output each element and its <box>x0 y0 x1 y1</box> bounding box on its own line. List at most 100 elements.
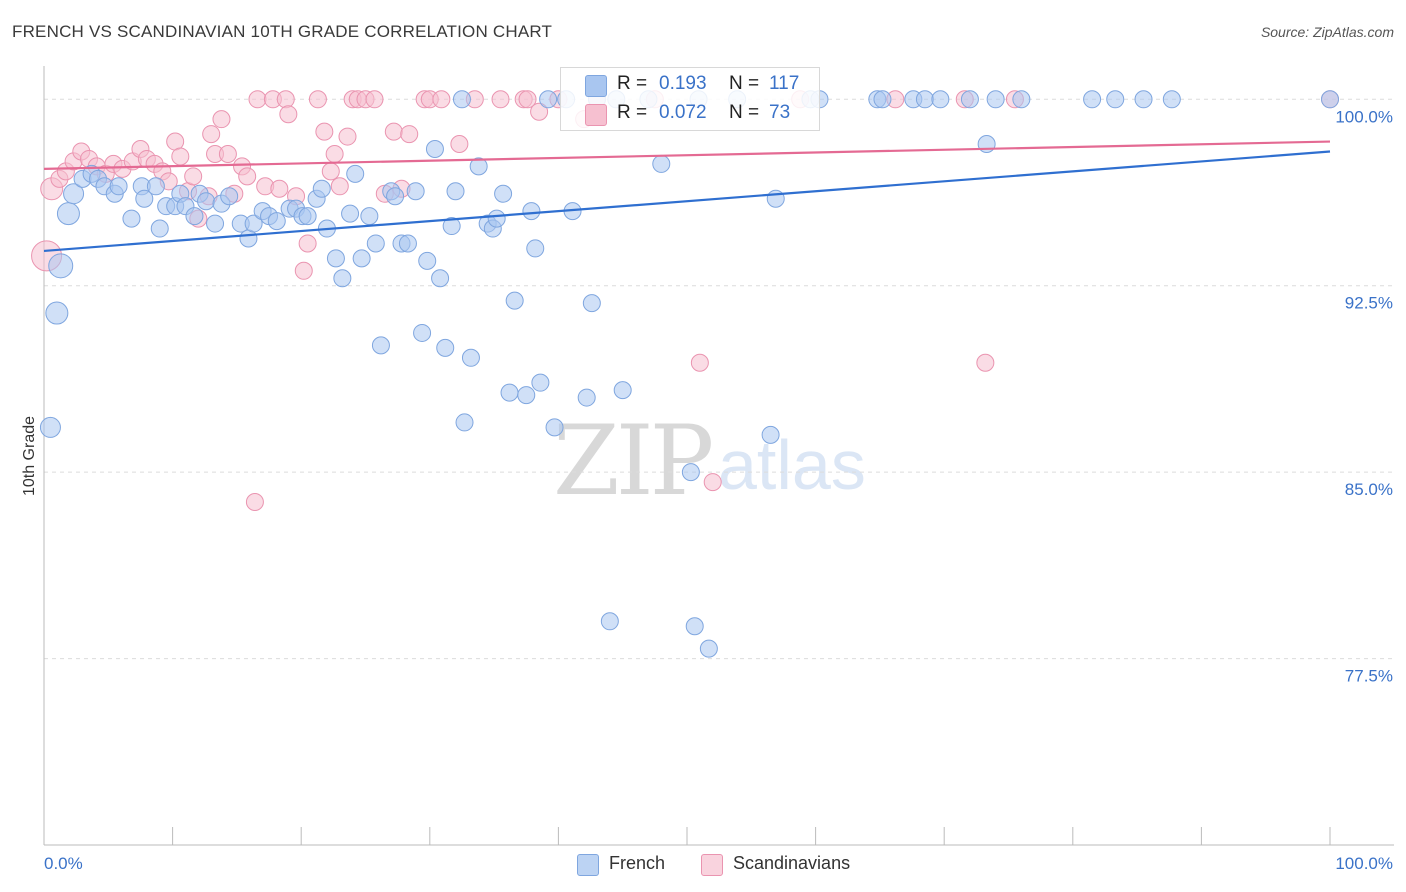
scandinavians-swatch <box>701 854 723 876</box>
french-point <box>326 249 345 268</box>
scandinavians-point <box>171 147 190 166</box>
scandinavians-swatch <box>585 104 607 126</box>
french-point <box>761 425 780 444</box>
french-point <box>442 217 461 236</box>
scandinavians-point <box>530 102 549 121</box>
scandinavians-point <box>518 90 537 109</box>
french-point <box>685 617 704 636</box>
scandinavians-point <box>976 353 995 372</box>
watermark-atlas: atlas <box>718 426 866 504</box>
french-point <box>469 157 488 176</box>
scandinavians-point <box>202 125 221 144</box>
french-point <box>494 184 513 203</box>
series-legend: French Scandinavians <box>0 852 1406 878</box>
scandinavians-point <box>432 90 451 109</box>
legend-label-scandinavians: Scandinavians <box>733 853 851 873</box>
french-point <box>220 187 239 206</box>
french-point <box>582 294 601 313</box>
chart-title: FRENCH VS SCANDINAVIAN 10TH GRADE CORREL… <box>12 22 553 41</box>
n-label: N = <box>729 102 760 123</box>
french-point <box>352 249 371 268</box>
r-label: R = <box>617 102 648 123</box>
scandinavians-point <box>184 167 203 186</box>
scandinavians-point <box>218 144 237 163</box>
french-point <box>1106 90 1125 109</box>
n-value: 117 <box>769 73 800 94</box>
french-point <box>109 177 128 196</box>
french-point <box>452 90 471 109</box>
y-axis-label: 10th Grade <box>21 416 38 496</box>
scandinavians-points <box>31 90 1339 511</box>
scandinavians-point <box>245 492 264 511</box>
scandinavians-point <box>400 125 419 144</box>
n-label: N = <box>729 73 760 94</box>
scandinavians-trend-line <box>43 140 1331 170</box>
french-point <box>197 192 216 211</box>
french-point <box>150 219 169 238</box>
n-value: 73 <box>769 102 791 123</box>
scandinavians-point <box>321 162 340 181</box>
scandinavians-point <box>238 167 257 186</box>
r-label: R = <box>617 73 648 94</box>
french-point <box>652 154 671 173</box>
y-tick-label: 85.0% <box>1345 480 1393 499</box>
french-trend-line <box>43 150 1331 253</box>
french-point <box>487 209 506 228</box>
y-tick-label: 92.5% <box>1345 294 1393 313</box>
french-point <box>1162 90 1181 109</box>
french-swatch <box>577 854 599 876</box>
french-point <box>244 214 263 233</box>
french-point <box>431 269 450 288</box>
stats-legend: R = 0.193 N = 117 R = 0.072 N = 73 <box>560 67 820 131</box>
french-point <box>526 239 545 258</box>
french-point <box>436 338 455 357</box>
french-point <box>1134 90 1153 109</box>
french-point <box>613 381 632 400</box>
french-point <box>346 164 365 183</box>
legend-label-french: French <box>609 853 666 873</box>
french-point <box>1321 90 1339 109</box>
scandinavians-point <box>365 90 384 109</box>
french-point <box>122 209 141 228</box>
scandinavians-point <box>298 234 317 253</box>
french-point <box>539 90 558 109</box>
french-point <box>63 183 85 205</box>
french-point <box>341 204 360 223</box>
french-point <box>517 386 536 405</box>
french-point <box>986 90 1005 109</box>
french-point <box>48 253 74 279</box>
stats-row-scandinavians: R = 0.072 N = 73 <box>561 99 819 129</box>
scandinavians-point <box>308 90 327 109</box>
french-point <box>185 207 204 226</box>
scandinavians-point <box>491 90 510 109</box>
french-point <box>135 189 154 208</box>
french-point <box>873 90 892 109</box>
scandinavians-point <box>703 473 722 492</box>
french-point <box>371 336 390 355</box>
french-point <box>522 202 541 221</box>
scandinavians-point <box>384 122 403 141</box>
french-point <box>960 90 979 109</box>
tick-labels: 100.0% 92.5% 85.0% 77.5% 0.0% 100.0% <box>44 107 1393 873</box>
french-point <box>500 383 519 402</box>
french-point <box>333 269 352 288</box>
french-point <box>239 229 258 248</box>
r-value: 0.072 <box>659 102 707 123</box>
x-tick-label: 100.0% <box>1335 854 1393 873</box>
x-tick-label: 0.0% <box>44 854 83 873</box>
watermark-zip: ZIP <box>553 405 714 517</box>
trend-lines <box>43 140 1331 253</box>
french-point <box>461 348 480 367</box>
source-note: Source: ZipAtlas.com <box>1260 24 1394 40</box>
french-point <box>1012 90 1031 109</box>
scandinavians-point <box>315 122 334 141</box>
french-point <box>455 413 474 432</box>
french-point <box>418 251 437 270</box>
y-tick-label: 77.5% <box>1345 667 1393 686</box>
french-point <box>45 301 69 325</box>
scandinavians-point <box>294 261 313 280</box>
french-point <box>413 323 432 342</box>
scandinavians-point <box>212 110 231 129</box>
scandinavians-point <box>338 127 357 146</box>
